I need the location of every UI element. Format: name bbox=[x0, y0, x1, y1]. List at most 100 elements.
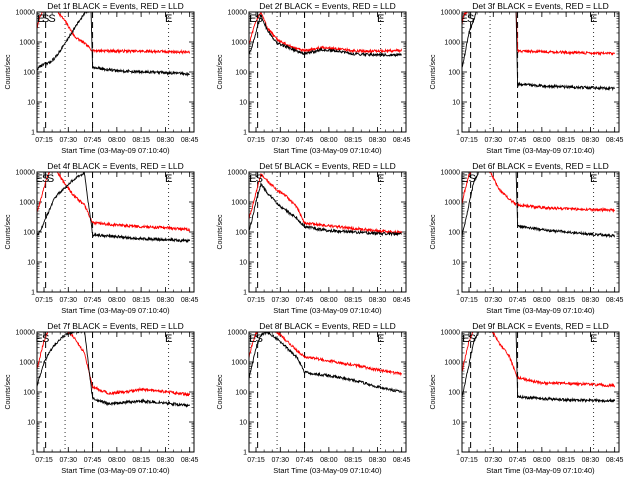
x-tick-label: 07:15 bbox=[247, 457, 265, 464]
y-tick-label: 10000 bbox=[16, 330, 36, 337]
event-marker-label: E bbox=[35, 333, 42, 345]
plot-frame bbox=[461, 11, 620, 133]
event-marker-label: E bbox=[249, 13, 256, 25]
plot-frame bbox=[36, 171, 195, 293]
y-tick-label: 100 bbox=[235, 230, 247, 237]
y-tick-label: 1000 bbox=[19, 200, 35, 207]
event-marker-label: S bbox=[47, 173, 54, 185]
chart-title: Det 9f BLACK = Events, RED = LLD bbox=[472, 321, 609, 331]
x-tick-label: 08:15 bbox=[557, 457, 575, 464]
chart-panel-8: Det 8f BLACK = Events, RED = LLD Counts/s… bbox=[217, 321, 411, 475]
series-lld-line bbox=[37, 172, 191, 233]
chart-title: Det 7f BLACK = Events, RED = LLD bbox=[47, 321, 184, 331]
x-tick-label: 07:45 bbox=[296, 137, 314, 144]
x-tick-label: 08:00 bbox=[533, 297, 551, 304]
y-tick-label: 100 bbox=[448, 390, 460, 397]
event-marker-label: E bbox=[249, 333, 256, 345]
y-tick-label: 100 bbox=[23, 70, 35, 77]
series-events-line bbox=[37, 332, 191, 408]
event-marker-label: E bbox=[35, 173, 42, 185]
y-axis-label: Counts/sec bbox=[430, 214, 437, 250]
series-lld-line bbox=[37, 332, 191, 397]
y-tick-label: 10 bbox=[452, 420, 460, 427]
chart-title: Det 4f BLACK = Events, RED = LLD bbox=[47, 161, 184, 171]
x-tick-label: 07:30 bbox=[272, 137, 290, 144]
series-events-line bbox=[249, 14, 402, 58]
event-marker-label: S bbox=[469, 173, 476, 185]
y-tick-label: 100 bbox=[448, 230, 460, 237]
y-tick-label: 10 bbox=[239, 420, 247, 427]
y-tick-label: 10000 bbox=[441, 170, 461, 177]
chart-title: Det 1f BLACK = Events, RED = LLD bbox=[47, 1, 184, 11]
y-axis-label: Counts/sec bbox=[5, 54, 12, 90]
plot-frame bbox=[248, 171, 407, 293]
event-marker-label: E bbox=[377, 13, 384, 25]
y-tick-label: 1 bbox=[456, 290, 460, 297]
y-tick-label: 1000 bbox=[444, 360, 460, 367]
x-tick-label: 08:45 bbox=[393, 297, 411, 304]
x-tick-label: 07:45 bbox=[296, 297, 314, 304]
event-marker-label: S bbox=[256, 13, 263, 25]
event-marker-label: S bbox=[469, 333, 476, 345]
y-tick-label: 1000 bbox=[444, 40, 460, 47]
series-lld-line bbox=[249, 332, 402, 377]
x-tick-label: 07:45 bbox=[84, 457, 102, 464]
x-tick-label: 07:15 bbox=[35, 297, 53, 304]
x-axis-label: Start Time (03-May-09 07:10:40) bbox=[61, 146, 170, 155]
chart-panel-3: Det 3f BLACK = Events, RED = LLD Counts/s… bbox=[430, 1, 624, 155]
plot-frame bbox=[461, 331, 620, 453]
y-tick-label: 100 bbox=[23, 230, 35, 237]
y-tick-label: 100 bbox=[235, 390, 247, 397]
y-tick-label: 10 bbox=[452, 260, 460, 267]
x-axis-label: Start Time (03-May-09 07:10:40) bbox=[486, 146, 595, 155]
chart-panel-9: Det 9f BLACK = Events, RED = LLD Counts/s… bbox=[430, 321, 624, 475]
series-events-line bbox=[462, 332, 616, 404]
y-tick-label: 1 bbox=[456, 130, 460, 137]
event-marker-label: S bbox=[42, 173, 49, 185]
y-tick-label: 10000 bbox=[16, 10, 36, 17]
series-events-line bbox=[462, 12, 615, 92]
y-axis-label: Counts/sec bbox=[217, 374, 224, 410]
x-tick-label: 07:30 bbox=[485, 137, 503, 144]
chart-panel-7: Det 7f BLACK = Events, RED = LLD Counts/s… bbox=[5, 321, 199, 475]
event-marker-label: S bbox=[467, 13, 474, 25]
y-axis-label: Counts/sec bbox=[430, 54, 437, 90]
event-marker-label: S bbox=[42, 333, 49, 345]
y-tick-label: 10000 bbox=[228, 170, 248, 177]
series-events-line bbox=[37, 172, 191, 244]
x-tick-label: 08:45 bbox=[393, 457, 411, 464]
x-tick-label: 08:00 bbox=[108, 297, 126, 304]
y-tick-label: 1 bbox=[456, 450, 460, 457]
plot-frame bbox=[248, 11, 407, 133]
y-tick-label: 1 bbox=[243, 290, 247, 297]
x-tick-label: 08:00 bbox=[320, 297, 338, 304]
x-tick-label: 07:15 bbox=[460, 297, 478, 304]
x-axis-label: Start Time (03-May-09 07:10:40) bbox=[61, 466, 170, 475]
event-marker-label: E bbox=[377, 173, 384, 185]
x-tick-label: 08:30 bbox=[582, 137, 600, 144]
event-marker-label: E bbox=[377, 333, 384, 345]
x-tick-label: 08:45 bbox=[181, 457, 199, 464]
x-tick-label: 07:45 bbox=[509, 457, 527, 464]
x-tick-label: 08:30 bbox=[157, 297, 175, 304]
y-tick-label: 10000 bbox=[441, 10, 461, 17]
event-marker-label: E bbox=[37, 13, 44, 25]
x-tick-label: 08:15 bbox=[557, 137, 575, 144]
chart-panel-2: Det 2f BLACK = Events, RED = LLD Counts/s… bbox=[217, 1, 411, 155]
y-tick-label: 1 bbox=[31, 450, 35, 457]
y-tick-label: 10 bbox=[27, 420, 35, 427]
event-marker-label: S bbox=[256, 333, 263, 345]
event-marker-label: E bbox=[460, 13, 467, 25]
y-axis-label: Counts/sec bbox=[5, 374, 12, 410]
x-tick-label: 07:15 bbox=[247, 137, 265, 144]
event-marker-label: S bbox=[42, 13, 49, 25]
y-tick-label: 100 bbox=[448, 70, 460, 77]
event-marker-label: E bbox=[590, 173, 597, 185]
plot-frame bbox=[36, 331, 195, 453]
x-tick-label: 07:30 bbox=[485, 457, 503, 464]
y-tick-label: 1000 bbox=[19, 360, 35, 367]
y-tick-label: 10000 bbox=[16, 170, 36, 177]
x-tick-label: 07:30 bbox=[60, 137, 78, 144]
x-tick-label: 08:45 bbox=[606, 457, 624, 464]
